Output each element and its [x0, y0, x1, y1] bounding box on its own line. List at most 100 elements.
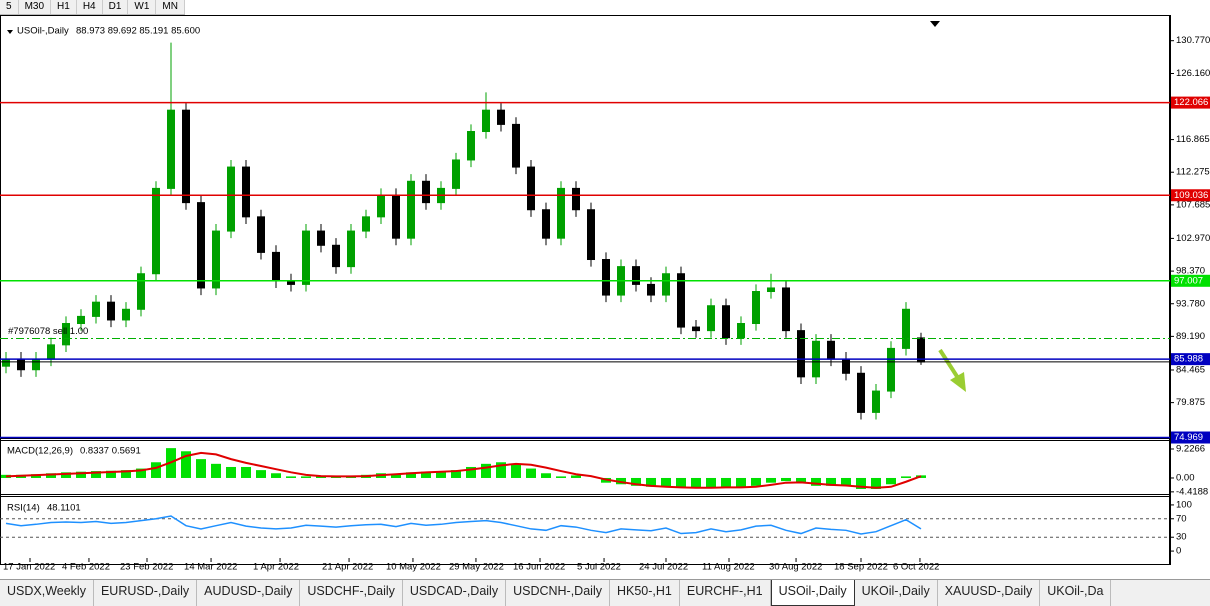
candle-body: [572, 187, 580, 211]
y-tick-label: 102.970: [1176, 233, 1210, 244]
chart-tab[interactable]: USDX,Weekly: [0, 580, 94, 606]
candle-body: [662, 273, 670, 296]
y-tick-label: 0.00: [1176, 472, 1195, 483]
macd-bar: [721, 477, 731, 488]
chart-tab[interactable]: USDCHF-,Daily: [300, 580, 403, 606]
forecast-arrowhead: [950, 372, 966, 392]
macd-bar: [736, 477, 746, 488]
candle-body: [707, 305, 715, 332]
candle-body: [377, 195, 385, 218]
macd-values: 0.8337 0.5691: [80, 446, 141, 457]
macd-bar: [856, 477, 866, 489]
candle-body: [467, 131, 475, 161]
chart-tab[interactable]: AUDUSD-,Daily: [197, 580, 301, 606]
macd-bar: [541, 473, 551, 478]
chart-title: USOil-,Daily: [17, 26, 69, 37]
candle-body: [737, 323, 745, 339]
macd-bar: [136, 468, 146, 478]
candle-body: [752, 291, 760, 325]
macd-bar: [421, 471, 431, 478]
level-label-box: [1171, 189, 1210, 202]
candle-body: [62, 323, 70, 346]
rsi-line: [5, 515, 922, 535]
y-tick-label: 130.770: [1176, 35, 1210, 46]
macd-bar: [796, 477, 806, 483]
macd-bar: [676, 477, 686, 488]
y-tick-label: 30: [1176, 532, 1187, 543]
macd-bar: [181, 451, 191, 478]
y-tick-label: 9.2266: [1176, 444, 1205, 455]
timeframe-button[interactable]: H1: [51, 0, 77, 14]
chart-tab[interactable]: UKOil-,Da: [1040, 580, 1112, 606]
timeframe-button[interactable]: W1: [128, 0, 157, 14]
candle-body: [32, 358, 40, 371]
macd-bar: [646, 477, 656, 487]
macd-bar: [871, 477, 881, 489]
candle-body: [302, 230, 310, 285]
chart-tab[interactable]: UKOil-,Daily: [855, 580, 938, 606]
macd-bar: [256, 470, 266, 478]
macd-bar: [841, 477, 851, 486]
candle-body: [797, 330, 805, 378]
y-tick-label: -4.4188: [1176, 486, 1208, 497]
chart-tab[interactable]: USDCAD-,Daily: [403, 580, 507, 606]
candle-body: [362, 216, 370, 232]
candle-body: [902, 308, 910, 349]
macd-bar: [211, 463, 221, 478]
macd-bar: [886, 477, 896, 485]
candle-body: [542, 209, 550, 239]
candle-body: [887, 347, 895, 392]
candle-body: [317, 230, 325, 246]
candle-body: [152, 187, 160, 275]
chart-tab[interactable]: USDCNH-,Daily: [506, 580, 610, 606]
macd-bar: [196, 459, 206, 478]
y-tick-label: 116.865: [1176, 134, 1210, 145]
y-tick-label: 84.465: [1176, 364, 1205, 375]
candle-body: [602, 259, 610, 296]
chart-tab[interactable]: XAUUSD-,Daily: [938, 580, 1041, 606]
chart-tab[interactable]: USOil-,Daily: [770, 580, 855, 606]
macd-bar: [286, 476, 296, 478]
timeframe-button[interactable]: M30: [19, 0, 52, 14]
timeframe-button[interactable]: MN: [156, 0, 185, 14]
timeframe-button[interactable]: 5: [0, 0, 19, 14]
level-label-box: [1171, 431, 1210, 444]
macd-bar: [901, 476, 911, 478]
candle-body: [137, 273, 145, 310]
x-tick-label: 1 Apr 2022: [253, 562, 299, 573]
candle-body: [242, 166, 250, 218]
timeframe-button[interactable]: H4: [77, 0, 103, 14]
macd-bar: [481, 463, 491, 478]
candle-body: [557, 187, 565, 239]
chart-tab[interactable]: HK50-,H1: [610, 580, 680, 606]
level-label-box: [1171, 353, 1210, 366]
candle-body: [332, 244, 340, 268]
macd-bar: [511, 463, 521, 478]
timeframe-button[interactable]: D1: [103, 0, 129, 14]
chart-tab[interactable]: EURUSD-,Daily: [94, 580, 198, 606]
candle-body: [227, 166, 235, 232]
macd-bar: [151, 462, 161, 478]
candle-body: [107, 301, 115, 321]
y-tick-label: 126.160: [1176, 68, 1210, 79]
candle-body: [722, 305, 730, 339]
candle-body: [422, 180, 430, 204]
y-tick-label: 107.685: [1176, 199, 1210, 210]
macd-bar: [451, 470, 461, 478]
candle-body: [347, 230, 355, 268]
candle-body: [122, 308, 130, 321]
macd-bar: [241, 466, 251, 478]
ohlc-values: 88.973 89.692 85.191 85.600: [76, 26, 200, 37]
candle-body: [632, 266, 640, 285]
chart-tab[interactable]: EURCHF-,H1: [680, 580, 771, 606]
x-tick-label: 4 Feb 2022: [62, 562, 110, 573]
candle-body: [767, 287, 775, 293]
candle-body: [917, 337, 925, 363]
y-tick-label: 93.780: [1176, 298, 1205, 309]
x-tick-label: 21 Apr 2022: [322, 562, 373, 573]
level-label: 97.007: [1174, 275, 1203, 286]
candle-body: [17, 358, 25, 371]
timeframe-toolbar: 5 M30 H1 H4 D1 W1 MN: [0, 0, 185, 15]
macd-bar: [751, 477, 761, 486]
